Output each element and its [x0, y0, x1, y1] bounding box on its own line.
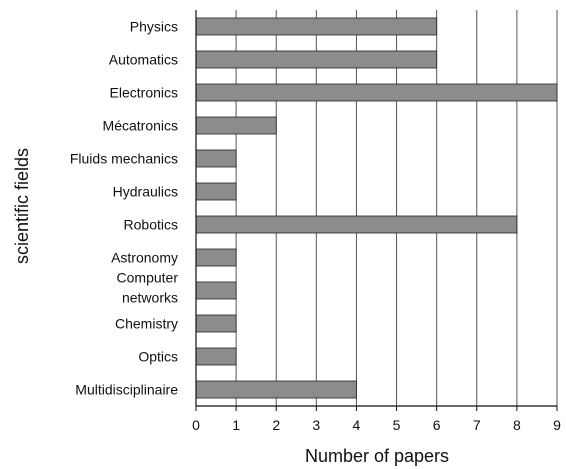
category-label: Mécatronics: [103, 118, 178, 134]
category-label: Physics: [130, 19, 178, 35]
x-tick-label: 3: [312, 417, 320, 433]
category-label: Automatics: [109, 52, 178, 68]
category-label: Chemistry: [115, 316, 178, 332]
bar: [195, 248, 237, 267]
bar: [195, 83, 558, 102]
category-label: Fluids mechanics: [70, 151, 178, 167]
bar: [195, 149, 237, 168]
x-tick-label: 0: [192, 417, 200, 433]
x-tick-label: 9: [553, 417, 561, 433]
bar: [195, 347, 237, 366]
x-tick-label: 5: [393, 417, 401, 433]
category-label: Hydraulics: [113, 184, 178, 200]
x-tick-label: 1: [232, 417, 240, 433]
bar: [195, 215, 518, 234]
axes: [195, 10, 557, 407]
bar: [195, 116, 277, 135]
bars: [195, 17, 558, 399]
category-label: Robotics: [124, 217, 178, 233]
x-tick-label: 8: [513, 417, 521, 433]
x-tick-labels: 0 1 2 3 4 5 6 7 8 9: [192, 406, 561, 433]
x-tick-label: 4: [353, 417, 361, 433]
category-label: Astronomy: [111, 250, 178, 266]
category-label: Optics: [138, 349, 178, 365]
category-label: Computer networks: [117, 270, 179, 306]
bar: [195, 314, 237, 333]
category-labels: Physics Automatics Electronics Mécatronics F…: [70, 19, 178, 398]
x-axis-title: Number of papers: [305, 446, 449, 466]
grid-lines: [235, 10, 558, 406]
bar: [195, 380, 357, 399]
x-tick-label: 2: [272, 417, 280, 433]
bar: [195, 50, 438, 69]
x-tick-label: 6: [433, 417, 441, 433]
category-label: Electronics: [110, 85, 178, 101]
bar: [195, 182, 237, 201]
y-axis-title: scientific fields: [12, 148, 32, 264]
bar: [195, 17, 438, 36]
category-label: Multidisciplinaire: [75, 382, 178, 398]
bar: [195, 281, 237, 300]
x-tick-label: 7: [473, 417, 481, 433]
